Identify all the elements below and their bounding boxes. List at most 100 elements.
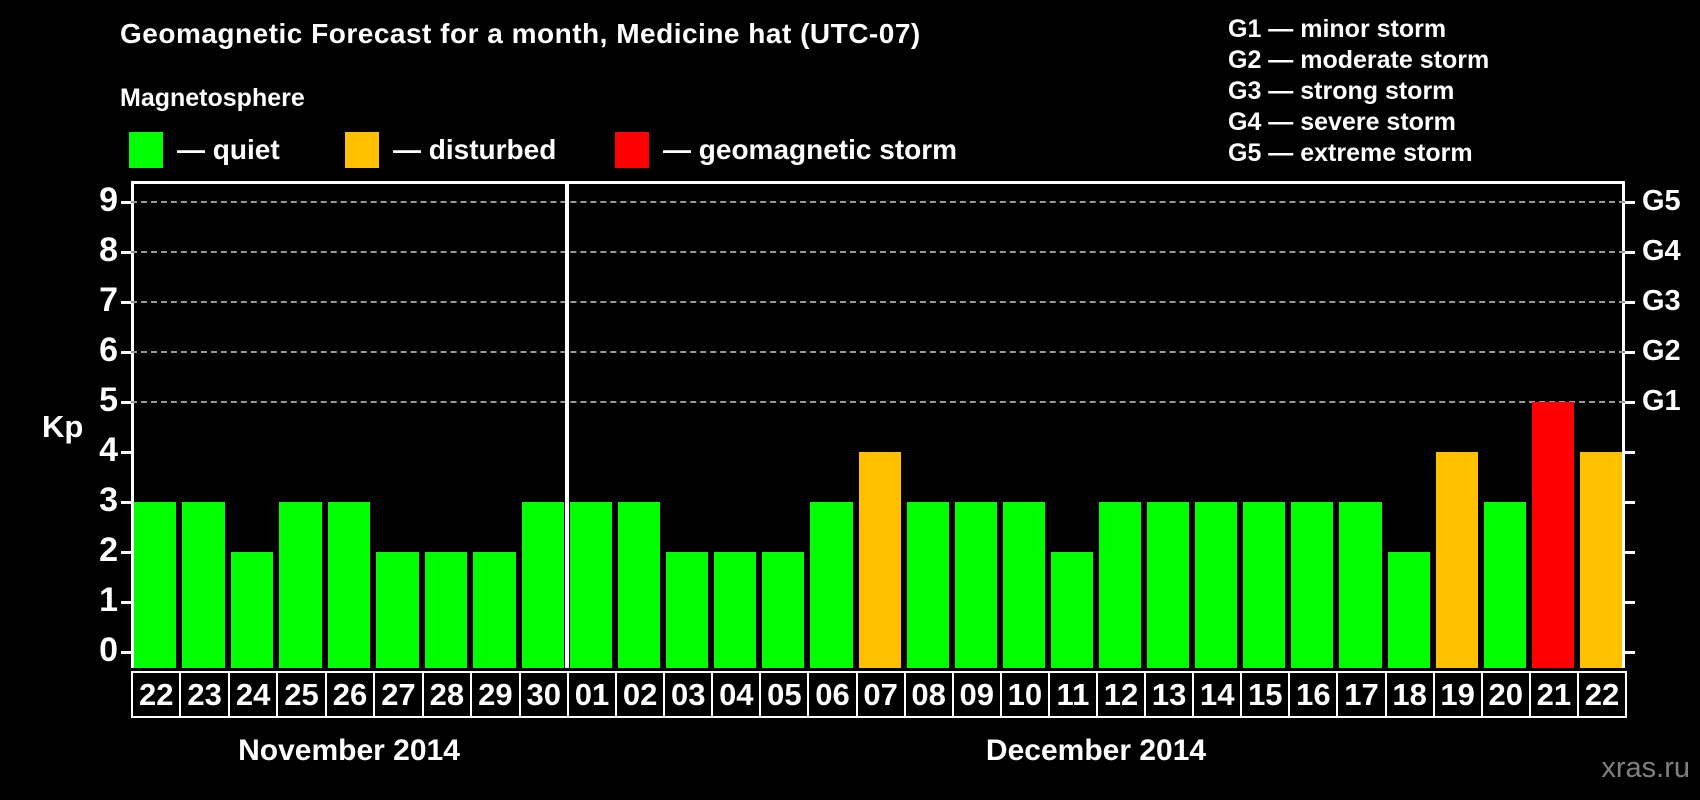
- day-label-cell: 26: [324, 671, 376, 718]
- kp-bar: [376, 552, 419, 668]
- day-label-cell: 10: [999, 671, 1050, 718]
- day-label-cell: 14: [1192, 671, 1243, 718]
- day-label-cell: 01: [567, 671, 618, 718]
- kp-bar: [1339, 502, 1382, 668]
- g-scale-legend-line: G5 — extreme storm: [1228, 139, 1473, 167]
- y-axis-title: Kp: [42, 409, 84, 444]
- day-label-cell: 17: [1336, 671, 1387, 718]
- y-axis-tick-left: [121, 601, 131, 604]
- y-axis-tick-right: [1625, 351, 1635, 354]
- y-axis-tick-right: [1625, 201, 1635, 204]
- kp-bar: [714, 552, 757, 668]
- y-axis-tick-right: [1625, 451, 1635, 454]
- day-label-cell: 03: [663, 671, 714, 718]
- kp-bar: [858, 452, 901, 668]
- y-axis-tick-left: [121, 501, 131, 504]
- gridline-kp6: [131, 351, 1625, 353]
- magnetosphere-label: Magnetosphere: [120, 84, 305, 112]
- day-label-cell: 22: [131, 671, 182, 718]
- gridline-kp5: [131, 401, 1625, 403]
- kp-bar: [1291, 502, 1334, 668]
- day-label-cell: 07: [855, 671, 906, 718]
- y-axis-tick-left: [121, 651, 131, 654]
- kp-bar: [134, 502, 177, 668]
- g-scale-legend-line: G1 — minor storm: [1228, 15, 1447, 43]
- g-level-label-g4: G4: [1642, 234, 1681, 267]
- day-label-cell: 05: [759, 671, 810, 718]
- g-scale-legend: G1 — minor storm G2 — moderate storm G3 — …: [1228, 14, 1489, 169]
- g-scale-legend-line: G3 — strong storm: [1228, 77, 1455, 105]
- day-label-cell: 02: [615, 671, 666, 718]
- g-level-label-g2: G2: [1642, 334, 1681, 367]
- day-label-cell: 27: [373, 671, 424, 718]
- day-label-cell: 11: [1047, 671, 1098, 718]
- kp-bar: [666, 552, 709, 668]
- y-axis-tick-left: [121, 301, 131, 304]
- y-axis-label: 5: [99, 380, 118, 419]
- g-level-label-g3: G3: [1642, 284, 1681, 317]
- day-label-cell: 16: [1288, 671, 1339, 718]
- day-label-cell: 08: [903, 671, 954, 718]
- day-label-cell: 19: [1432, 671, 1483, 718]
- y-axis-label: 8: [99, 230, 118, 269]
- y-axis-tick-right: [1625, 651, 1635, 654]
- kp-bar: [1050, 552, 1093, 668]
- day-label-cell: 23: [179, 671, 230, 718]
- y-axis-tick-right: [1625, 551, 1635, 554]
- day-label-cell: 25: [276, 671, 327, 718]
- kp-bar: [1243, 502, 1286, 668]
- month-label: November 2014: [238, 734, 460, 767]
- disturbed-swatch: [345, 132, 379, 168]
- plot-frame: [131, 181, 1625, 668]
- kp-bar: [570, 502, 613, 668]
- quiet-legend-label: — quiet: [177, 134, 280, 165]
- day-label-cell: 20: [1480, 671, 1531, 718]
- y-axis-tick-left: [121, 551, 131, 554]
- kp-bar: [1002, 502, 1045, 668]
- day-label-cell: 28: [421, 671, 473, 718]
- y-axis-label: 6: [99, 330, 118, 369]
- day-label-cell: 18: [1384, 671, 1435, 718]
- kp-bar: [230, 552, 274, 668]
- day-label-cell: 22: [1576, 671, 1627, 718]
- kp-bar: [810, 502, 853, 668]
- g-level-label-g5: G5: [1642, 184, 1681, 217]
- day-label-cell: 12: [1096, 671, 1147, 718]
- kp-bar: [1483, 502, 1526, 668]
- kp-bar: [182, 502, 225, 668]
- day-label-cell: 29: [470, 671, 521, 718]
- y-axis-tick-left: [121, 451, 131, 454]
- kp-bar: [618, 502, 661, 668]
- kp-bar: [1579, 452, 1622, 668]
- day-label-cell: 21: [1528, 671, 1579, 718]
- kp-bar: [424, 552, 468, 668]
- day-label-cell: 06: [807, 671, 858, 718]
- y-axis-tick-right: [1625, 501, 1635, 504]
- month-label: December 2014: [985, 734, 1207, 767]
- kp-bar: [473, 552, 516, 668]
- gridline-kp9: [131, 201, 1625, 203]
- y-axis-tick-right: [1625, 401, 1635, 404]
- y-axis-label: 9: [99, 180, 118, 219]
- y-axis-label: 4: [99, 430, 118, 469]
- month-separator: [565, 181, 569, 668]
- gridline-kp7: [131, 301, 1625, 303]
- y-axis-label: 0: [99, 630, 118, 669]
- y-axis-tick-left: [121, 201, 131, 204]
- kp-bar: [1147, 502, 1190, 668]
- g-scale-legend-line: G4 — severe storm: [1228, 108, 1456, 136]
- y-axis-label: 7: [99, 280, 118, 319]
- y-axis-label: 2: [99, 530, 118, 569]
- y-axis-label: 1: [99, 580, 118, 619]
- day-label-cell: 04: [711, 671, 762, 718]
- kp-bar: [906, 502, 949, 668]
- quiet-swatch: [129, 132, 163, 168]
- storm-legend-label: — geomagnetic storm: [663, 134, 958, 165]
- kp-bar: [1099, 502, 1142, 668]
- kp-bar: [1435, 452, 1478, 668]
- y-axis-tick-left: [121, 351, 131, 354]
- gridline-kp8: [131, 251, 1625, 253]
- y-axis-tick-left: [121, 401, 131, 404]
- kp-bar: [954, 502, 997, 668]
